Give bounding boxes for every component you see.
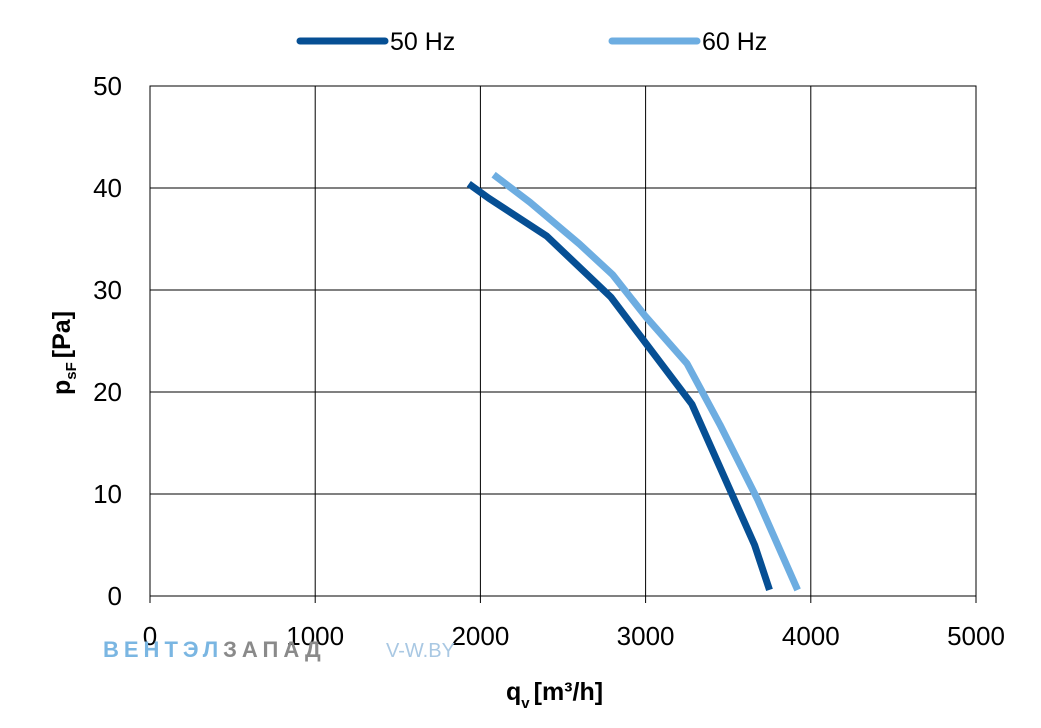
x-tick-label: 1000 [286,621,344,651]
x-axis-title-unit: [m³/h] [534,678,603,706]
y-axis-title: psF [Pa] [48,311,80,395]
x-tick-label: 3000 [617,621,675,651]
legend: 50 Hz 60 Hz [296,28,767,56]
y-tick-label: 0 [108,581,122,611]
y-axis-title-sub: sF [63,362,80,380]
y-tick-label: 20 [93,377,122,407]
x-axis-title: qv [m³/h] [506,678,603,712]
watermark: ВЕНТЭЛЗАПАД V-W.BY [103,637,455,662]
series-line-1 [466,181,773,592]
plot-area-border [149,85,977,597]
x-tick-label: 0 [143,621,157,651]
watermark-site: V-W.BY [386,640,455,662]
series-lines [466,171,801,592]
y-tick-label: 10 [93,479,122,509]
y-axis-title-main: p [48,380,76,395]
x-axis-title-main: q [506,678,521,706]
y-axis-ticks: 0 10 20 30 40 50 [93,71,122,611]
y-tick-label: 30 [93,275,122,305]
x-axis-title-sub: v [521,695,530,712]
legend-label: 50 Hz [390,28,455,56]
y-tick-label: 40 [93,173,122,203]
y-axis-title-unit: [Pa] [48,311,76,358]
x-tick-label: 2000 [451,621,509,651]
watermark-brand-part2: ЗАПАД [223,637,326,662]
y-tick-label: 50 [93,71,122,101]
x-tick-label: 5000 [947,621,1005,651]
x-tick-label: 4000 [782,621,840,651]
gridlines [149,85,977,603]
x-axis-ticks: 0 1000 2000 3000 4000 5000 [143,621,1005,651]
watermark-brand-part1: ВЕНТЭЛ [103,637,223,662]
series-line-2 [491,171,801,592]
svg-text:ВЕНТЭЛЗАПАД: ВЕНТЭЛЗАПАД [103,637,326,662]
legend-label: 60 Hz [702,28,767,56]
